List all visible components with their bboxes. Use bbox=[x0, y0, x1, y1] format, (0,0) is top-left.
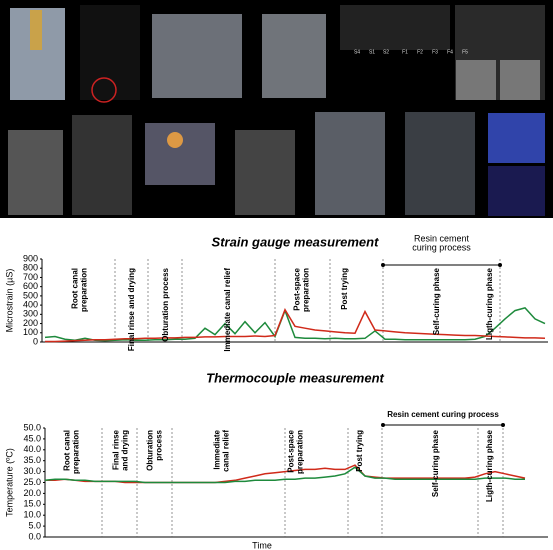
photo bbox=[405, 112, 475, 215]
y-tick-label: 300 bbox=[23, 309, 38, 319]
phase-label: preparation bbox=[296, 430, 305, 474]
y-tick-label: 15.0 bbox=[23, 499, 41, 509]
y-tick-label: 700 bbox=[23, 272, 38, 282]
photo bbox=[456, 60, 496, 100]
photo bbox=[488, 166, 545, 216]
data-line bbox=[44, 307, 546, 342]
y-tick-label: 0 bbox=[33, 336, 38, 346]
phase-label: Obturation process bbox=[161, 267, 170, 341]
phase-label: Post-space bbox=[287, 429, 296, 472]
phase-label: preparation bbox=[72, 430, 81, 474]
photo bbox=[152, 14, 242, 98]
photo bbox=[30, 10, 42, 50]
phase-label: Ligth-curing phase bbox=[485, 267, 494, 340]
bracket-label: curing process bbox=[412, 242, 471, 252]
photo-label: F3 bbox=[432, 49, 438, 55]
photo bbox=[8, 130, 63, 215]
phase-label: Final rinse bbox=[112, 429, 121, 470]
phase-label: Immediate canal relief bbox=[223, 268, 232, 352]
phase-label: Post trying bbox=[340, 268, 349, 310]
y-tick-label: 400 bbox=[23, 299, 38, 309]
phase-label: Root canal bbox=[63, 430, 72, 471]
bracket-label: Resin cement bbox=[414, 233, 470, 243]
phase-label: Final rinse and drying bbox=[127, 268, 136, 351]
phase-label: Obturation bbox=[146, 430, 155, 471]
bracket-end bbox=[501, 423, 505, 427]
photos bbox=[8, 5, 545, 216]
photo-label: F1 bbox=[402, 49, 408, 55]
phase-label: process bbox=[155, 429, 164, 460]
y-tick-label: 500 bbox=[23, 290, 38, 300]
y-tick-label: 25.0 bbox=[23, 477, 41, 487]
phase-label: preparation bbox=[302, 268, 311, 312]
bracket-end bbox=[381, 423, 385, 427]
phase-label: canal relief bbox=[222, 430, 231, 472]
y-tick-label: 0.0 bbox=[28, 531, 41, 541]
y-tick-label: 5.0 bbox=[28, 520, 41, 530]
y-tick-label: 600 bbox=[23, 281, 38, 291]
photo bbox=[488, 113, 545, 163]
x-axis-label: Time bbox=[252, 540, 272, 550]
y-tick-label: 35.0 bbox=[23, 455, 41, 465]
y-tick-label: 50.0 bbox=[23, 422, 41, 432]
phase-label: Self-curing phase bbox=[432, 267, 441, 335]
photo-label: F4 bbox=[447, 49, 453, 55]
bracket-end bbox=[498, 263, 502, 267]
phase-label: Immediate bbox=[213, 429, 222, 469]
y-tick-label: 45.0 bbox=[23, 433, 41, 443]
photo bbox=[500, 60, 540, 100]
photo-label: F2 bbox=[417, 49, 423, 55]
photo bbox=[262, 14, 326, 98]
photo bbox=[340, 5, 450, 50]
chart-title: Strain gauge measurement bbox=[212, 234, 380, 249]
photo-label: S2 bbox=[383, 49, 389, 55]
data-line bbox=[45, 308, 546, 343]
phase-label: preparation bbox=[80, 268, 89, 312]
y-tick-label: 800 bbox=[23, 263, 38, 273]
bracket-end bbox=[381, 263, 385, 267]
y-tick-label: 100 bbox=[23, 327, 38, 337]
photo bbox=[80, 5, 140, 100]
photo-label: S4 bbox=[354, 49, 360, 55]
photo bbox=[145, 123, 215, 185]
phase-label: Self-curing phase bbox=[431, 429, 440, 497]
phase-label: Root canal bbox=[71, 268, 80, 309]
photo bbox=[235, 130, 295, 215]
photo bbox=[72, 115, 132, 215]
bracket-label: Resin cement curing process bbox=[387, 410, 499, 419]
photo bbox=[315, 112, 385, 215]
y-tick-label: 900 bbox=[23, 253, 38, 263]
phase-label: and drying bbox=[121, 430, 130, 471]
photo-label: S1 bbox=[369, 49, 375, 55]
phase-label: Ligth-curing phase bbox=[485, 429, 494, 502]
chart-title: Thermocouple measurement bbox=[206, 370, 384, 385]
y-axis-label: Microstrain (µS) bbox=[4, 269, 14, 333]
y-tick-label: 200 bbox=[23, 318, 38, 328]
phase-label: Post trying bbox=[355, 430, 364, 472]
data-line bbox=[45, 464, 526, 484]
photo-mark bbox=[167, 132, 183, 148]
y-axis-label: Temperature (ºC) bbox=[4, 448, 14, 517]
y-tick-label: 40.0 bbox=[23, 444, 41, 454]
photo-label: F5 bbox=[462, 49, 468, 55]
y-tick-label: 10.0 bbox=[23, 510, 41, 520]
phase-label: Post-space bbox=[293, 267, 302, 310]
photo-mark bbox=[91, 77, 117, 103]
data-line bbox=[44, 466, 525, 484]
y-tick-label: 20.0 bbox=[23, 488, 41, 498]
y-tick-label: 30.0 bbox=[23, 466, 41, 476]
